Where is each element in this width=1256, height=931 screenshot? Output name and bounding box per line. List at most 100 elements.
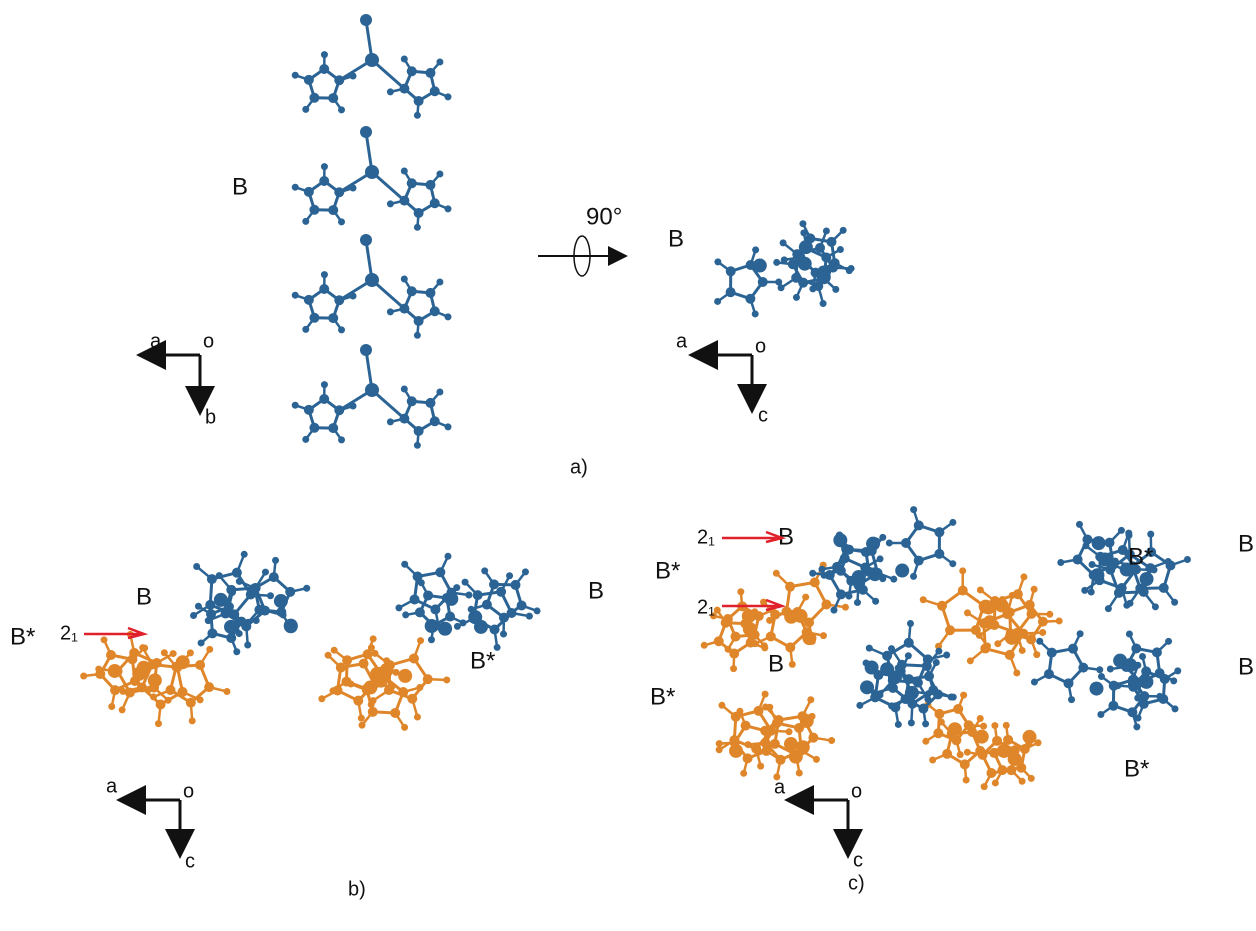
atom: [425, 179, 436, 190]
axis-triad: a o c: [676, 330, 768, 426]
atom: [1131, 643, 1142, 654]
atom: [302, 325, 310, 333]
atom: [425, 67, 436, 78]
atom: [1090, 568, 1105, 583]
atom: [839, 226, 847, 234]
atom: [829, 258, 840, 269]
atom: [427, 636, 435, 644]
atom: [1030, 585, 1038, 593]
atom: [302, 105, 310, 113]
atom: [741, 609, 756, 624]
atom: [793, 608, 808, 623]
label: B: [136, 583, 152, 610]
atom: [401, 723, 409, 731]
atom: [360, 234, 372, 246]
atom: [1117, 526, 1125, 534]
atom: [1096, 666, 1104, 674]
atom: [291, 71, 299, 79]
atom: [1002, 721, 1010, 729]
atom: [1139, 572, 1154, 587]
atom: [429, 86, 440, 97]
atom: [1068, 696, 1076, 704]
atom: [338, 326, 346, 334]
atom: [413, 223, 421, 231]
atom: [324, 651, 332, 659]
atom: [150, 693, 158, 701]
atom: [1171, 598, 1179, 606]
atom: [752, 258, 767, 273]
axis-label: c: [758, 404, 768, 426]
atom: [1003, 734, 1014, 745]
atom: [360, 344, 372, 356]
atom: [1018, 628, 1029, 639]
atom: [1164, 558, 1172, 566]
atom: [1170, 677, 1178, 685]
atom: [935, 647, 943, 655]
atom: [921, 661, 932, 672]
atom: [841, 603, 849, 611]
atom: [906, 619, 914, 627]
label: B: [768, 650, 784, 677]
atom: [369, 635, 377, 643]
atom: [1013, 669, 1021, 677]
atom: [444, 313, 452, 321]
atom: [830, 606, 838, 614]
atom: [1123, 658, 1138, 673]
atom: [367, 706, 378, 717]
atom: [328, 313, 339, 324]
axis-label: o: [203, 330, 214, 352]
atom: [832, 285, 840, 293]
atom: [851, 569, 866, 584]
atom: [213, 592, 228, 607]
axis-label: o: [183, 780, 194, 802]
atom: [338, 436, 346, 444]
atom: [1108, 700, 1119, 711]
atom: [788, 660, 796, 668]
atom: [1158, 582, 1169, 593]
atom: [804, 617, 815, 628]
atom: [401, 560, 409, 568]
atom: [444, 591, 459, 606]
atom: [498, 612, 509, 623]
atom: [895, 563, 910, 578]
atom: [169, 650, 177, 658]
axis-triad: a o b: [136, 330, 216, 428]
atom: [461, 578, 469, 586]
atom: [934, 548, 945, 559]
atom: [937, 600, 948, 611]
atom: [525, 612, 533, 620]
atom: [890, 702, 901, 713]
atom: [1183, 555, 1191, 563]
atom: [828, 737, 836, 745]
atom: [244, 641, 252, 649]
atom: [822, 227, 830, 235]
atom: [1147, 530, 1155, 538]
atom: [1007, 751, 1022, 766]
label: 2₁: [697, 526, 715, 548]
atom: [408, 653, 419, 664]
label: B: [1238, 653, 1254, 680]
bond: [371, 58, 406, 90]
atom: [444, 423, 452, 431]
atom: [769, 738, 780, 749]
atom: [160, 649, 168, 657]
atom: [147, 673, 162, 688]
atom: [773, 717, 781, 725]
atom: [924, 695, 932, 703]
atom: [729, 743, 744, 758]
atom: [422, 674, 433, 685]
atom: [413, 315, 424, 326]
atom: [1016, 762, 1027, 773]
atom: [742, 622, 757, 637]
atom: [978, 599, 993, 614]
atom: [885, 539, 893, 547]
atom: [809, 569, 817, 577]
atom: [328, 93, 339, 104]
atom: [154, 720, 162, 728]
atom: [947, 693, 955, 701]
atom: [185, 697, 196, 708]
atom: [516, 600, 527, 611]
atom: [493, 643, 501, 651]
atom: [890, 575, 898, 583]
label: B*: [1128, 543, 1153, 570]
